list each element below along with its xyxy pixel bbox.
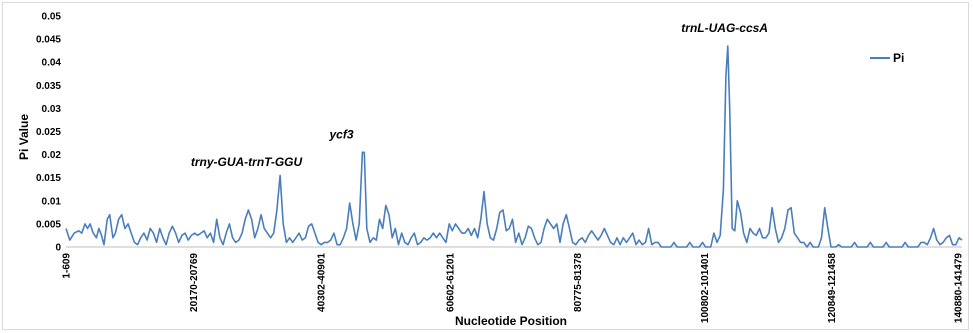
y-tick-label: 0.01 bbox=[42, 196, 62, 207]
y-tick-label: 0.005 bbox=[36, 219, 61, 230]
series-line-pi bbox=[65, 45, 963, 248]
x-tick-label: 40302-40901 bbox=[317, 253, 328, 312]
x-tick-label: 80775-81378 bbox=[573, 253, 584, 312]
peak-annotations: trny-GUA-trnT-GGU ycf3 trnL-UAG-ccsA bbox=[191, 21, 768, 169]
legend: Pi bbox=[870, 51, 904, 65]
y-tick-label: 0.03 bbox=[42, 104, 62, 115]
chart-frame bbox=[2, 2, 969, 330]
x-tick-label: 1-609 bbox=[62, 253, 73, 279]
y-tick-label: 0.025 bbox=[36, 127, 61, 138]
x-tick-label: 100802-101401 bbox=[700, 253, 711, 324]
x-axis-title: Nucleotide Position bbox=[455, 314, 567, 328]
x-tick-label: 20170-20769 bbox=[189, 253, 200, 312]
y-tick-label: 0.035 bbox=[36, 81, 61, 92]
x-tick-label: 140880-141479 bbox=[954, 253, 965, 324]
x-tick-label: 60602-61201 bbox=[445, 253, 456, 312]
y-tick-label: 0.015 bbox=[36, 173, 61, 184]
y-tick-label: 0 bbox=[55, 243, 61, 254]
annotation-label: trny-GUA-trnT-GGU bbox=[191, 155, 303, 169]
x-tick-label: 120849-121458 bbox=[827, 253, 838, 324]
x-axis-ticks: 1-609 20170-20769 40302-40901 60602-61201 80… bbox=[62, 253, 965, 324]
legend-label-pi: Pi bbox=[893, 51, 904, 65]
y-tick-label: 0.02 bbox=[42, 150, 62, 161]
y-tick-label: 0.04 bbox=[42, 58, 62, 69]
y-tick-label: 0.045 bbox=[36, 35, 61, 46]
annotation-label: ycf3 bbox=[328, 127, 353, 141]
y-tick-label: 0.05 bbox=[42, 12, 62, 23]
y-axis-ticks: 0 0.005 0.01 0.015 0.02 0.025 0.03 0.035 0.04 0.0… bbox=[36, 12, 61, 254]
annotation-label: trnL-UAG-ccsA bbox=[681, 21, 768, 35]
y-axis-title: Pi Value bbox=[17, 114, 31, 160]
